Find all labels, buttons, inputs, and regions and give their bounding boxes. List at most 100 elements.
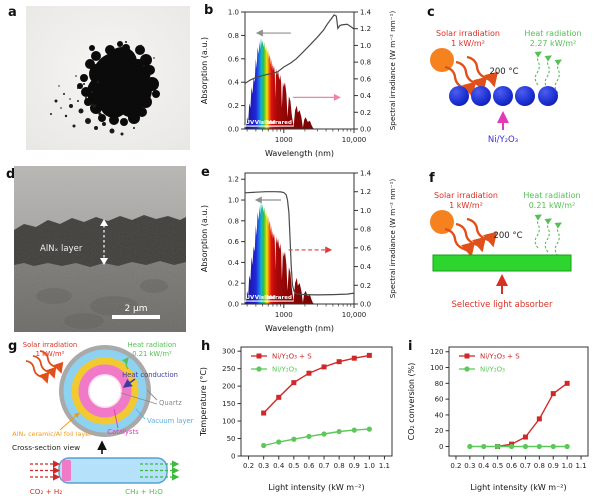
y2-tick-label: 0.2 <box>360 109 371 117</box>
vacuum-layer-label: Vacuum layer <box>147 417 194 425</box>
region-underline <box>264 300 294 302</box>
heat-radiation-arrow <box>121 357 129 370</box>
heat-waves-icon <box>534 51 562 94</box>
x-tick-label: 0.3 <box>464 462 475 470</box>
y2-tick-label: 1.2 <box>360 25 371 33</box>
x-tick-label: 1.1 <box>379 462 390 470</box>
x-tick-label: 0.9 <box>349 462 360 470</box>
series-line <box>263 354 370 414</box>
data-point <box>550 391 556 397</box>
scale-bar-label: 2 μm <box>124 304 147 314</box>
absorber-name-label: Selective light absorber <box>452 300 553 310</box>
sun-icon <box>430 210 454 234</box>
heat-waves-icon <box>534 214 562 257</box>
heat-radiation-value: 0.21 kW/m² <box>529 201 576 210</box>
data-point <box>564 443 570 450</box>
y-tick-label: 150 <box>222 400 235 408</box>
panel-h-chart: 0.2 0.3 0.4 0.5 0.6 0.7 0.8 0.9 1.0 1.1 0 50 100 150 2… <box>199 346 393 492</box>
panel-label-c: c <box>427 5 435 20</box>
data-point <box>321 364 327 370</box>
x-axis-title: Wavelength (nm) <box>265 149 334 158</box>
absorption-curve <box>244 191 355 296</box>
y-tick-label: 0.6 <box>228 238 240 246</box>
data-point <box>276 394 282 400</box>
panel-label-h: h <box>201 339 211 354</box>
x-tick-label: 0.5 <box>492 462 503 470</box>
reactor-rings <box>59 345 151 437</box>
y2-tick-label: 0.6 <box>360 75 372 83</box>
direction-arrowhead <box>333 93 341 101</box>
y-tick-label: 80 <box>435 380 444 388</box>
heat-radiation-label: Heat radiation <box>523 191 580 200</box>
data-point <box>261 442 267 449</box>
panel-label-b: b <box>204 3 214 18</box>
solar-rays-icon <box>25 350 64 384</box>
powder-pile <box>77 41 160 126</box>
y-tick-label: 120 <box>430 348 443 356</box>
legend-marker <box>464 353 470 359</box>
outlet-flow-arrows <box>140 460 180 481</box>
x-tick-label: 1.0 <box>562 462 573 470</box>
solar-irradiation-value: 1 kW/m² <box>449 201 483 210</box>
region-underline <box>244 300 256 302</box>
catalysts-label: Catalysts <box>107 428 139 436</box>
data-point <box>536 416 542 422</box>
y-tick-label: 0.4 <box>228 259 240 267</box>
sem-noise-overlay <box>14 166 186 332</box>
solar-irradiation-label: Solar irradiation <box>436 29 500 38</box>
cross-section-label: Cross-section view <box>12 443 80 452</box>
x-tick-label: 0.2 <box>450 462 461 470</box>
data-point <box>291 380 297 386</box>
data-point <box>564 380 570 386</box>
axis-frame <box>244 11 355 130</box>
panel-e-chart: 0.0 0.2 0.4 0.6 0.8 1.0 1.2 0.0 0.2 0.4 0.6 0.8 1.0 1… <box>200 170 397 334</box>
data-point <box>536 443 542 450</box>
absorber-leader-line <box>59 412 80 431</box>
data-point <box>351 355 357 361</box>
inlet-gas-label: CO₂ + H₂ <box>30 487 63 496</box>
solar-irradiation-label: Solar irradiation <box>23 341 77 349</box>
y2-tick-label: 0.4 <box>360 263 372 271</box>
data-point <box>351 427 357 433</box>
y-tick-label: 300 <box>222 348 235 356</box>
region-label: Infrared <box>267 120 292 126</box>
x-axis-title: Wavelength (nm) <box>265 324 334 333</box>
x-tick-label: 0.7 <box>520 462 531 470</box>
data-point <box>306 433 312 440</box>
quartz-label: Quartz <box>159 399 182 407</box>
y-tick-label: 0.8 <box>228 217 239 225</box>
temperature-label: 200 °C <box>493 231 522 241</box>
solar-irradiation-value: 1 kW/m² <box>36 350 65 358</box>
y2-tick-label: 0.6 <box>360 244 372 252</box>
x-tick-label: 10,000 <box>342 136 367 144</box>
heat-radiation-value: 2.27 kW/m² <box>530 39 577 48</box>
direction-arrowhead <box>254 196 262 204</box>
y-tick-label: 20 <box>435 427 444 435</box>
y-tick-label: 0.2 <box>228 280 239 288</box>
y-tick-label: 100 <box>430 364 443 372</box>
x-tick-label: 0.4 <box>273 462 285 470</box>
axis-frame <box>448 346 589 457</box>
legend-label: Ni/Y₂O₃ + S <box>272 353 312 361</box>
y2-tick-label: 1.0 <box>360 207 371 215</box>
data-point <box>336 428 342 435</box>
thickness-arrowhead-down <box>100 258 108 265</box>
series-line <box>497 382 568 448</box>
absorber-bar <box>432 254 572 272</box>
data-point <box>321 431 327 437</box>
y-axis-title: CO₂ conversion (%) <box>407 363 416 441</box>
heat-radiation-value: 0.21 kW/m² <box>132 350 172 358</box>
heat-radiation-label: Heat radiation <box>524 29 581 38</box>
legend-marker <box>256 366 262 372</box>
y-tick-label: 0.0 <box>228 126 239 134</box>
region-label: Infrared <box>267 295 292 301</box>
inlet-flow-arrows <box>30 460 61 481</box>
y-tick-label: 50 <box>227 435 236 443</box>
x-axis-title: Light intensity (kW m⁻²) <box>470 483 566 492</box>
solar-irradiation-value: 1 kW/m² <box>451 39 485 48</box>
data-point <box>366 426 372 432</box>
data-point <box>522 434 528 440</box>
legend-label: Ni/Y₂O₃ <box>272 366 297 374</box>
region-label: UV <box>246 295 255 301</box>
